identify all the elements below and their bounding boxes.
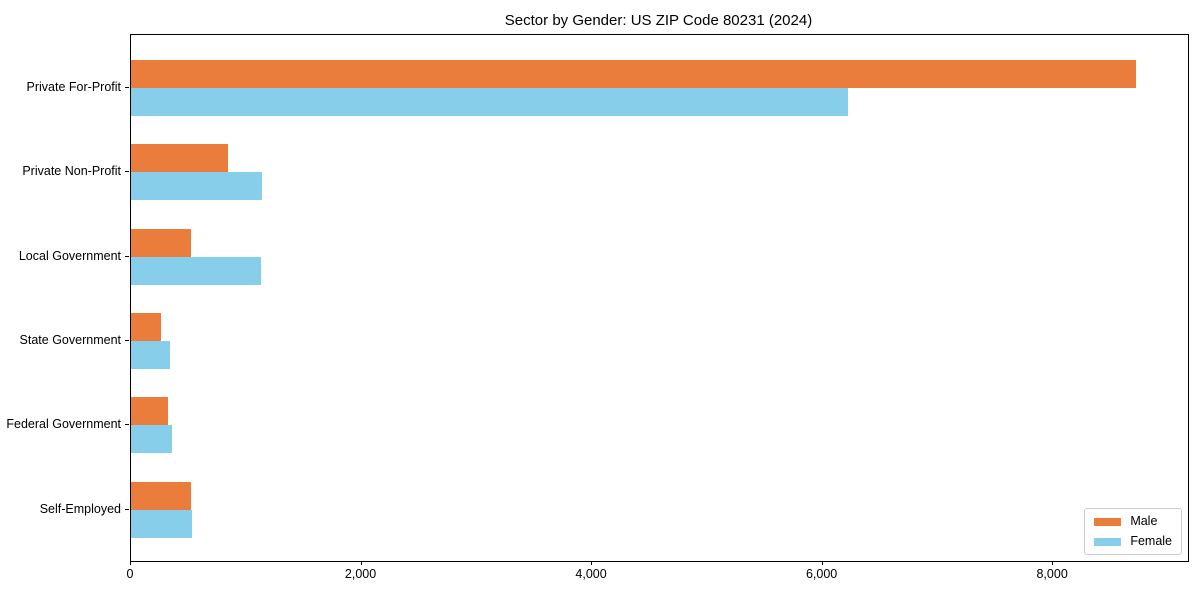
y-tick-mark <box>125 87 129 88</box>
x-tick-label: 0 <box>126 567 134 581</box>
legend: Male Female <box>1084 508 1182 555</box>
bar-female <box>131 340 170 369</box>
legend-swatch-female <box>1094 537 1122 546</box>
x-tick-mark <box>591 561 593 565</box>
chart-title: Sector by Gender: US ZIP Code 80231 (202… <box>504 12 813 29</box>
y-tick-mark <box>125 424 129 426</box>
x-tick-mark <box>821 561 823 565</box>
x-tick-label: 6,000 <box>805 567 838 581</box>
plot-area: Male Female <box>130 34 1189 562</box>
bar-male <box>131 312 161 341</box>
y-tick-label: Federal Government <box>6 417 121 432</box>
bar-female <box>131 256 261 285</box>
legend-swatch-male <box>1094 517 1122 526</box>
x-tick-mark <box>130 561 131 565</box>
bar-male <box>131 60 1136 88</box>
y-tick-label: Private For-Profit <box>26 80 121 94</box>
x-tick-label: 4,000 <box>575 567 607 581</box>
legend-label: Female <box>1130 534 1172 548</box>
y-tick-mark <box>125 508 129 510</box>
legend-row: Female <box>1094 535 1172 548</box>
y-tick-label: Local Government <box>18 248 121 263</box>
y-tick-mark <box>125 171 129 173</box>
x-tick-label: 2,000 <box>344 567 377 581</box>
bar-female <box>131 509 192 538</box>
y-tick-label: State Government <box>19 332 121 347</box>
y-tick-mark <box>125 339 129 341</box>
bar-female <box>131 172 262 201</box>
bar-male <box>131 481 191 510</box>
x-tick-mark <box>1052 561 1054 565</box>
y-tick-mark <box>125 255 129 257</box>
bar-male <box>131 144 228 173</box>
bar-female <box>131 88 848 116</box>
bar-male <box>131 228 191 257</box>
bar-male <box>131 397 168 426</box>
legend-label: Male <box>1130 514 1158 528</box>
y-tick-label: Self-Employed <box>39 501 121 516</box>
legend-row: Male <box>1094 515 1172 528</box>
x-tick-label: 8,000 <box>1036 567 1068 581</box>
y-tick-label: Private Non-Profit <box>22 164 121 179</box>
x-tick-mark <box>360 561 362 565</box>
bar-female <box>131 425 172 454</box>
